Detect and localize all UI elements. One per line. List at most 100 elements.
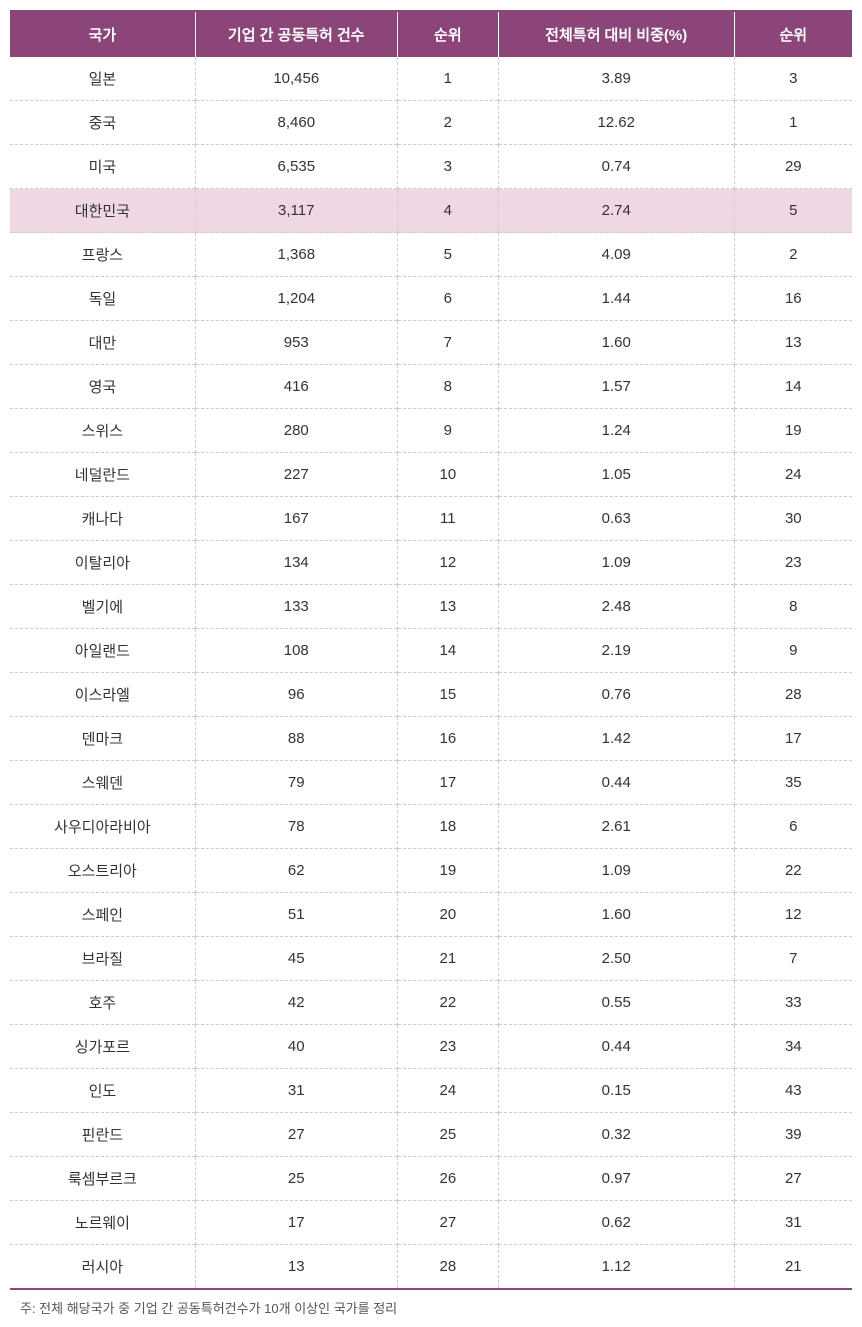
footnote: 주: 전체 해당국가 중 기업 간 공동특허건수가 10개 이상인 국가를 정리: [10, 1290, 852, 1317]
cell-count: 1,368: [195, 233, 397, 277]
table-row: 아일랜드108142.199: [10, 629, 852, 673]
table-row: 독일1,20461.4416: [10, 277, 852, 321]
cell-percent: 1.57: [498, 365, 734, 409]
cell-country: 독일: [10, 277, 195, 321]
cell-country: 러시아: [10, 1245, 195, 1290]
table-header: 국가 기업 간 공동특허 건수 순위 전체특허 대비 비중(%) 순위: [10, 11, 852, 57]
cell-rank2: 29: [734, 145, 852, 189]
cell-country: 노르웨이: [10, 1201, 195, 1245]
cell-country: 룩셈부르크: [10, 1157, 195, 1201]
cell-percent: 1.24: [498, 409, 734, 453]
cell-percent: 2.74: [498, 189, 734, 233]
cell-count: 31: [195, 1069, 397, 1113]
cell-country: 아일랜드: [10, 629, 195, 673]
cell-country: 사우디아라비아: [10, 805, 195, 849]
cell-percent: 0.44: [498, 1025, 734, 1069]
cell-percent: 1.42: [498, 717, 734, 761]
cell-percent: 0.44: [498, 761, 734, 805]
table-row: 중국8,460212.621: [10, 101, 852, 145]
table-row: 싱가포르40230.4434: [10, 1025, 852, 1069]
table-row: 사우디아라비아78182.616: [10, 805, 852, 849]
cell-rank2: 13: [734, 321, 852, 365]
cell-count: 45: [195, 937, 397, 981]
cell-rank2: 8: [734, 585, 852, 629]
cell-rank2: 19: [734, 409, 852, 453]
cell-rank1: 20: [397, 893, 498, 937]
cell-count: 227: [195, 453, 397, 497]
cell-country: 캐나다: [10, 497, 195, 541]
cell-rank2: 24: [734, 453, 852, 497]
cell-count: 17: [195, 1201, 397, 1245]
cell-rank1: 21: [397, 937, 498, 981]
cell-country: 벨기에: [10, 585, 195, 629]
cell-country: 핀란드: [10, 1113, 195, 1157]
cell-rank2: 16: [734, 277, 852, 321]
cell-count: 51: [195, 893, 397, 937]
cell-count: 108: [195, 629, 397, 673]
table-row: 러시아13281.1221: [10, 1245, 852, 1290]
table-row: 브라질45212.507: [10, 937, 852, 981]
cell-rank2: 27: [734, 1157, 852, 1201]
table-row: 오스트리아62191.0922: [10, 849, 852, 893]
cell-rank2: 34: [734, 1025, 852, 1069]
cell-count: 1,204: [195, 277, 397, 321]
table-row: 호주42220.5533: [10, 981, 852, 1025]
cell-count: 13: [195, 1245, 397, 1290]
cell-percent: 1.05: [498, 453, 734, 497]
table-row: 스웨덴79170.4435: [10, 761, 852, 805]
cell-rank1: 13: [397, 585, 498, 629]
cell-country: 스페인: [10, 893, 195, 937]
cell-percent: 0.97: [498, 1157, 734, 1201]
cell-percent: 4.09: [498, 233, 734, 277]
cell-count: 6,535: [195, 145, 397, 189]
cell-country: 영국: [10, 365, 195, 409]
cell-rank1: 15: [397, 673, 498, 717]
cell-rank2: 1: [734, 101, 852, 145]
cell-country: 브라질: [10, 937, 195, 981]
cell-count: 25: [195, 1157, 397, 1201]
cell-rank2: 7: [734, 937, 852, 981]
cell-country: 이스라엘: [10, 673, 195, 717]
cell-rank2: 9: [734, 629, 852, 673]
table-row: 캐나다167110.6330: [10, 497, 852, 541]
table-body: 일본10,45613.893중국8,460212.621미국6,53530.74…: [10, 57, 852, 1289]
cell-percent: 12.62: [498, 101, 734, 145]
cell-country: 덴마크: [10, 717, 195, 761]
table-row: 네덜란드227101.0524: [10, 453, 852, 497]
cell-rank2: 30: [734, 497, 852, 541]
cell-rank2: 22: [734, 849, 852, 893]
cell-percent: 1.60: [498, 321, 734, 365]
cell-rank2: 21: [734, 1245, 852, 1290]
cell-count: 953: [195, 321, 397, 365]
cell-country: 네덜란드: [10, 453, 195, 497]
cell-rank1: 7: [397, 321, 498, 365]
cell-country: 일본: [10, 57, 195, 101]
cell-percent: 0.62: [498, 1201, 734, 1245]
cell-country: 대만: [10, 321, 195, 365]
cell-percent: 0.76: [498, 673, 734, 717]
cell-count: 27: [195, 1113, 397, 1157]
cell-percent: 1.60: [498, 893, 734, 937]
table-row: 일본10,45613.893: [10, 57, 852, 101]
cell-rank2: 6: [734, 805, 852, 849]
cell-rank2: 33: [734, 981, 852, 1025]
cell-country: 프랑스: [10, 233, 195, 277]
cell-percent: 0.32: [498, 1113, 734, 1157]
cell-count: 62: [195, 849, 397, 893]
cell-rank2: 28: [734, 673, 852, 717]
table-row: 벨기에133132.488: [10, 585, 852, 629]
header-rank1: 순위: [397, 11, 498, 57]
table-row: 룩셈부르크25260.9727: [10, 1157, 852, 1201]
cell-rank1: 22: [397, 981, 498, 1025]
cell-country: 인도: [10, 1069, 195, 1113]
cell-count: 79: [195, 761, 397, 805]
cell-country: 이탈리아: [10, 541, 195, 585]
table-row: 덴마크88161.4217: [10, 717, 852, 761]
header-percent: 전체특허 대비 비중(%): [498, 11, 734, 57]
cell-count: 280: [195, 409, 397, 453]
cell-count: 133: [195, 585, 397, 629]
cell-percent: 2.19: [498, 629, 734, 673]
cell-rank2: 2: [734, 233, 852, 277]
cell-count: 8,460: [195, 101, 397, 145]
cell-percent: 0.74: [498, 145, 734, 189]
